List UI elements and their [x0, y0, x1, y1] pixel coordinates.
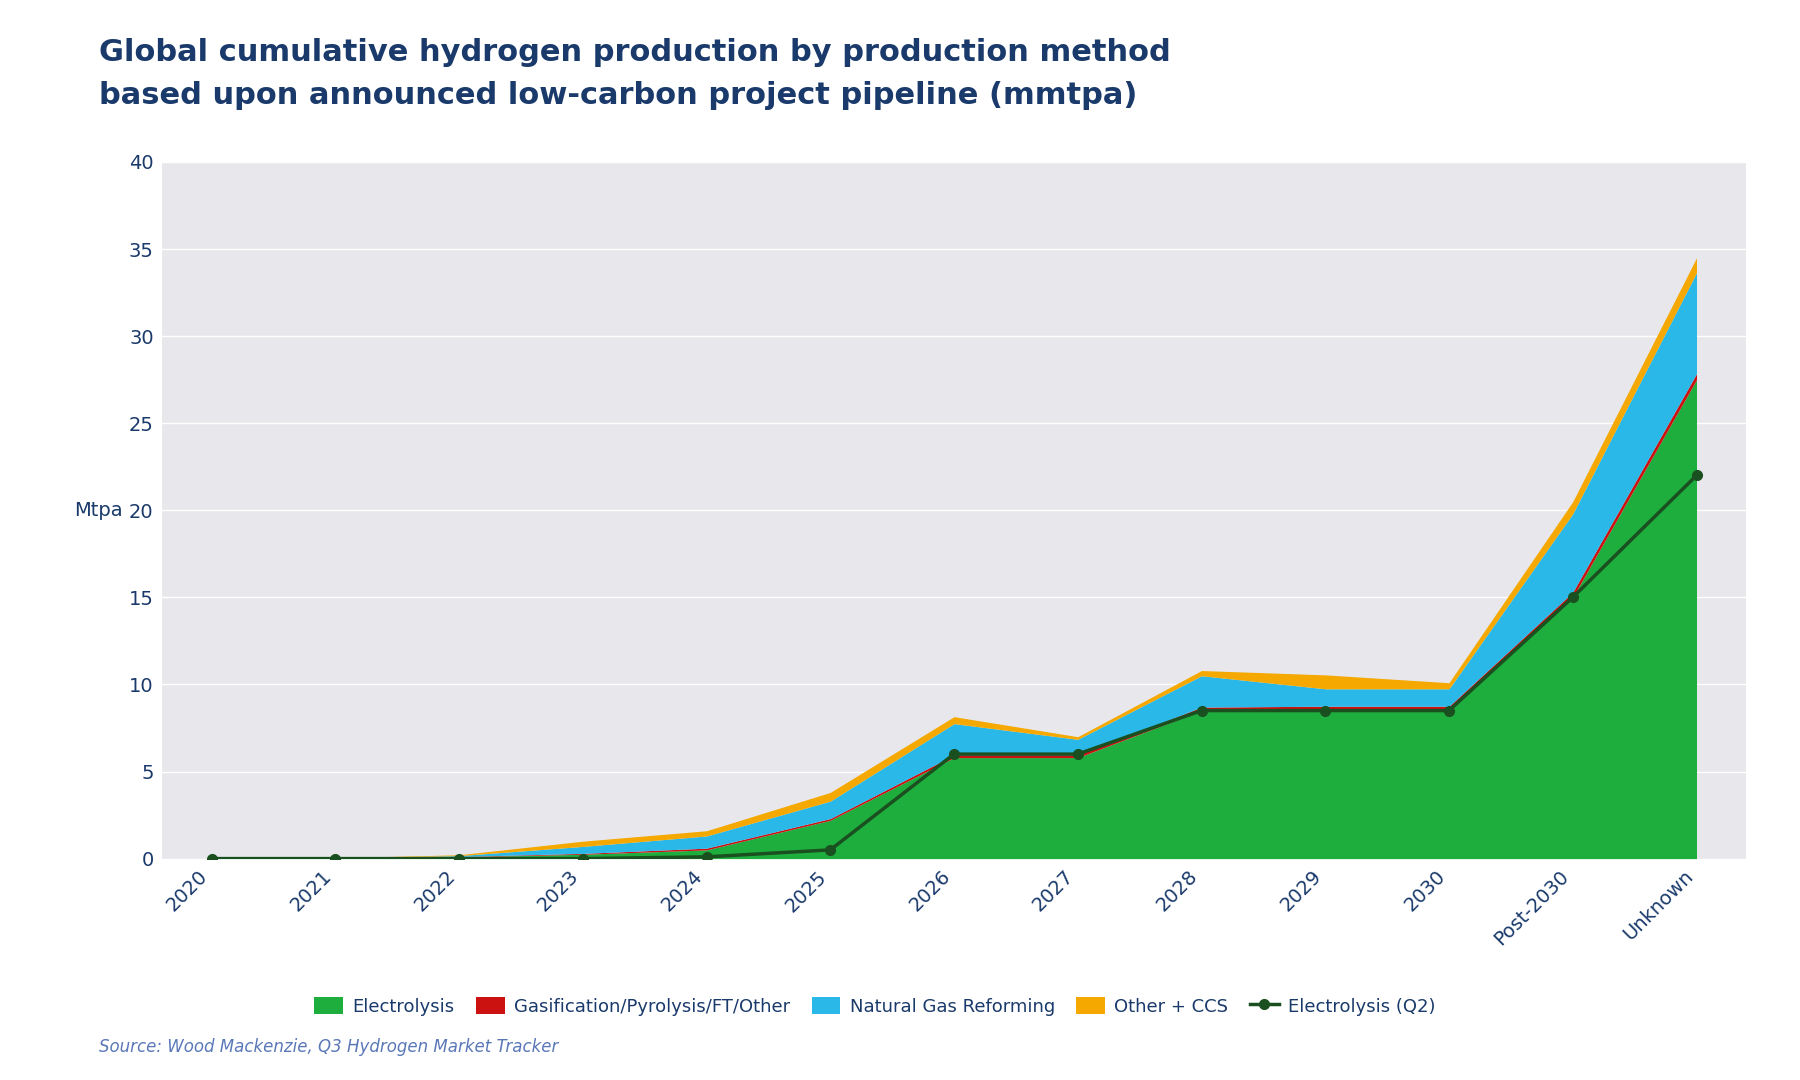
Y-axis label: Mtpa: Mtpa [74, 501, 122, 519]
Legend: Electrolysis, Gasification/Pyrolysis/FT/Other, Natural Gas Reforming, Other + CC: Electrolysis, Gasification/Pyrolysis/FT/… [308, 989, 1442, 1023]
Text: Global cumulative hydrogen production by production method: Global cumulative hydrogen production by… [99, 38, 1170, 67]
Text: Source: Wood Mackenzie, Q3 Hydrogen Market Tracker: Source: Wood Mackenzie, Q3 Hydrogen Mark… [99, 1038, 558, 1056]
Text: based upon announced low-carbon project pipeline (mmtpa): based upon announced low-carbon project … [99, 81, 1138, 110]
